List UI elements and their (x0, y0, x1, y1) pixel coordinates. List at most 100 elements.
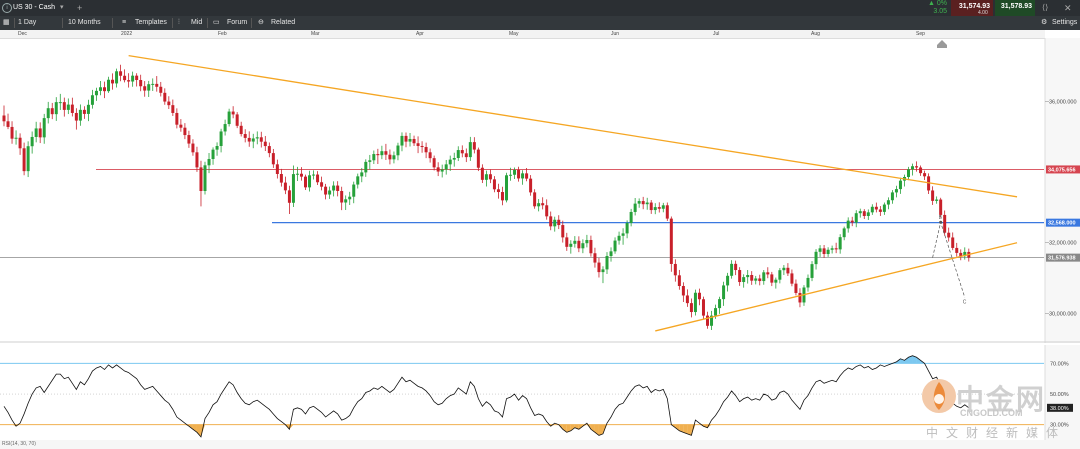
candle-body (364, 161, 368, 173)
candle-body (878, 209, 882, 212)
candle-body (923, 173, 927, 177)
buy-price-box[interactable]: 31,578.93 (995, 0, 1035, 16)
watermark-cn: 中金网 (956, 383, 1047, 416)
related-icon[interactable]: ⊖ (258, 19, 264, 26)
rsi-overbought-fill (916, 357, 921, 364)
price-tick-label: 32,000.000 (1049, 241, 1077, 247)
candle-body (476, 149, 480, 168)
dropdown-icon[interactable]: ▾ (60, 4, 64, 11)
candle-body (762, 272, 766, 282)
info-icon[interactable]: i (2, 3, 12, 13)
candle-body (159, 86, 163, 93)
symbol-title[interactable]: US 30 - Cash (13, 4, 56, 11)
candle-body (701, 299, 705, 316)
candle-body (464, 153, 468, 158)
price-tick-label: 30,000.000 (1049, 311, 1077, 317)
candle-body (243, 134, 247, 138)
rsi-oversold-fill (570, 424, 575, 431)
candle-body (669, 218, 673, 264)
layout-icon[interactable]: ▦ (3, 19, 10, 26)
rsi-current-tag (1047, 403, 1073, 412)
price-chart[interactable]: B C 36,000.000 32,000.000 30,000.000 34,075.… (0, 38, 1080, 343)
candle-body (488, 174, 492, 180)
candle-body (665, 205, 669, 219)
candle-body (541, 203, 545, 206)
settings-icon[interactable]: ⚙ (1041, 19, 1048, 26)
candle-body (553, 219, 557, 227)
candle-body (517, 169, 521, 179)
candle-body (271, 153, 275, 165)
candle-body (356, 176, 360, 185)
trendline-ascending-support[interactable] (655, 242, 1018, 332)
candle-body (352, 184, 356, 197)
candle-body (215, 146, 219, 150)
candle-body (304, 176, 307, 188)
templates-icon[interactable]: ≡ (122, 19, 127, 26)
candle-body (368, 160, 372, 162)
separator (62, 18, 63, 28)
candle-body (649, 202, 653, 211)
candle-body (738, 270, 742, 283)
forum-button[interactable]: Forum (227, 19, 248, 26)
level-label-support: 32,568.000 (1048, 221, 1076, 227)
rsi-oversold-fill (679, 424, 684, 433)
collapse-icon[interactable]: ⟨⟩ (1042, 3, 1049, 12)
month-label: Sep (916, 31, 925, 37)
candle-body (308, 175, 312, 188)
candle-body (452, 158, 456, 160)
mid-button[interactable]: Mid (191, 19, 203, 26)
candle-body (336, 185, 340, 191)
candle-body (846, 220, 850, 229)
sell-price-box[interactable]: 31,574.93 (951, 0, 993, 16)
add-tab-icon[interactable]: + (77, 3, 83, 13)
candle-body (677, 275, 681, 287)
candle-body (581, 243, 585, 249)
candle-body (468, 142, 472, 158)
related-button[interactable]: Related (271, 19, 296, 26)
candle-body (754, 278, 758, 281)
candle-body (834, 248, 838, 250)
candle-body (894, 189, 898, 193)
candle-body (625, 223, 629, 234)
candle-body (629, 211, 633, 224)
candle-body (195, 152, 199, 168)
month-axis: Dec 2022 Feb Mar Apr May Jun Jul Aug Sep (0, 30, 1045, 39)
indicator-label[interactable]: RSI(14, 30, 70) (2, 441, 36, 447)
candle-body (890, 192, 894, 201)
rsi-overbought-fill (904, 357, 909, 364)
candle-body (621, 233, 625, 236)
candle-body (231, 111, 235, 115)
candle-body (432, 158, 436, 168)
rsi-oversold-fill (562, 424, 567, 433)
range-select[interactable]: 10 Months (68, 19, 101, 26)
candle-body (400, 135, 404, 146)
forum-icon[interactable]: ▭ (213, 19, 220, 26)
change-abs: 3.05 (933, 8, 947, 15)
candle-body (255, 137, 259, 139)
rsi-oversold-fill (671, 424, 676, 428)
candle-body (416, 143, 420, 146)
close-icon[interactable]: ✕ (1064, 3, 1072, 13)
candle-body (287, 190, 291, 203)
candle-body (332, 185, 336, 191)
rsi-chart[interactable]: 70.00% 30.00% 50.00% 38.00% (0, 345, 1080, 440)
rsi-oversold-fill (598, 424, 603, 436)
candle-body (267, 146, 271, 154)
rsi-oversold-fill (566, 424, 571, 433)
mid-icon[interactable]: ⫶ (178, 19, 180, 26)
candle-body (593, 253, 597, 263)
change-pct-value: 0% (936, 0, 947, 7)
candle-body (657, 207, 661, 209)
home-marker-icon[interactable] (937, 40, 947, 48)
candle-body (42, 118, 46, 138)
price-axis-panel (1045, 38, 1080, 343)
interval-select[interactable]: 1 Day (18, 19, 37, 26)
candle-body (460, 150, 464, 154)
candle-body (22, 148, 26, 172)
settings-button[interactable]: Settings (1052, 19, 1078, 26)
candle-body (718, 299, 722, 309)
rsi-level-label: 30.00% (1050, 423, 1069, 429)
candle-body (681, 286, 685, 296)
trendline-descending-resistance[interactable] (128, 55, 1018, 198)
templates-button[interactable]: Templates (135, 19, 167, 26)
